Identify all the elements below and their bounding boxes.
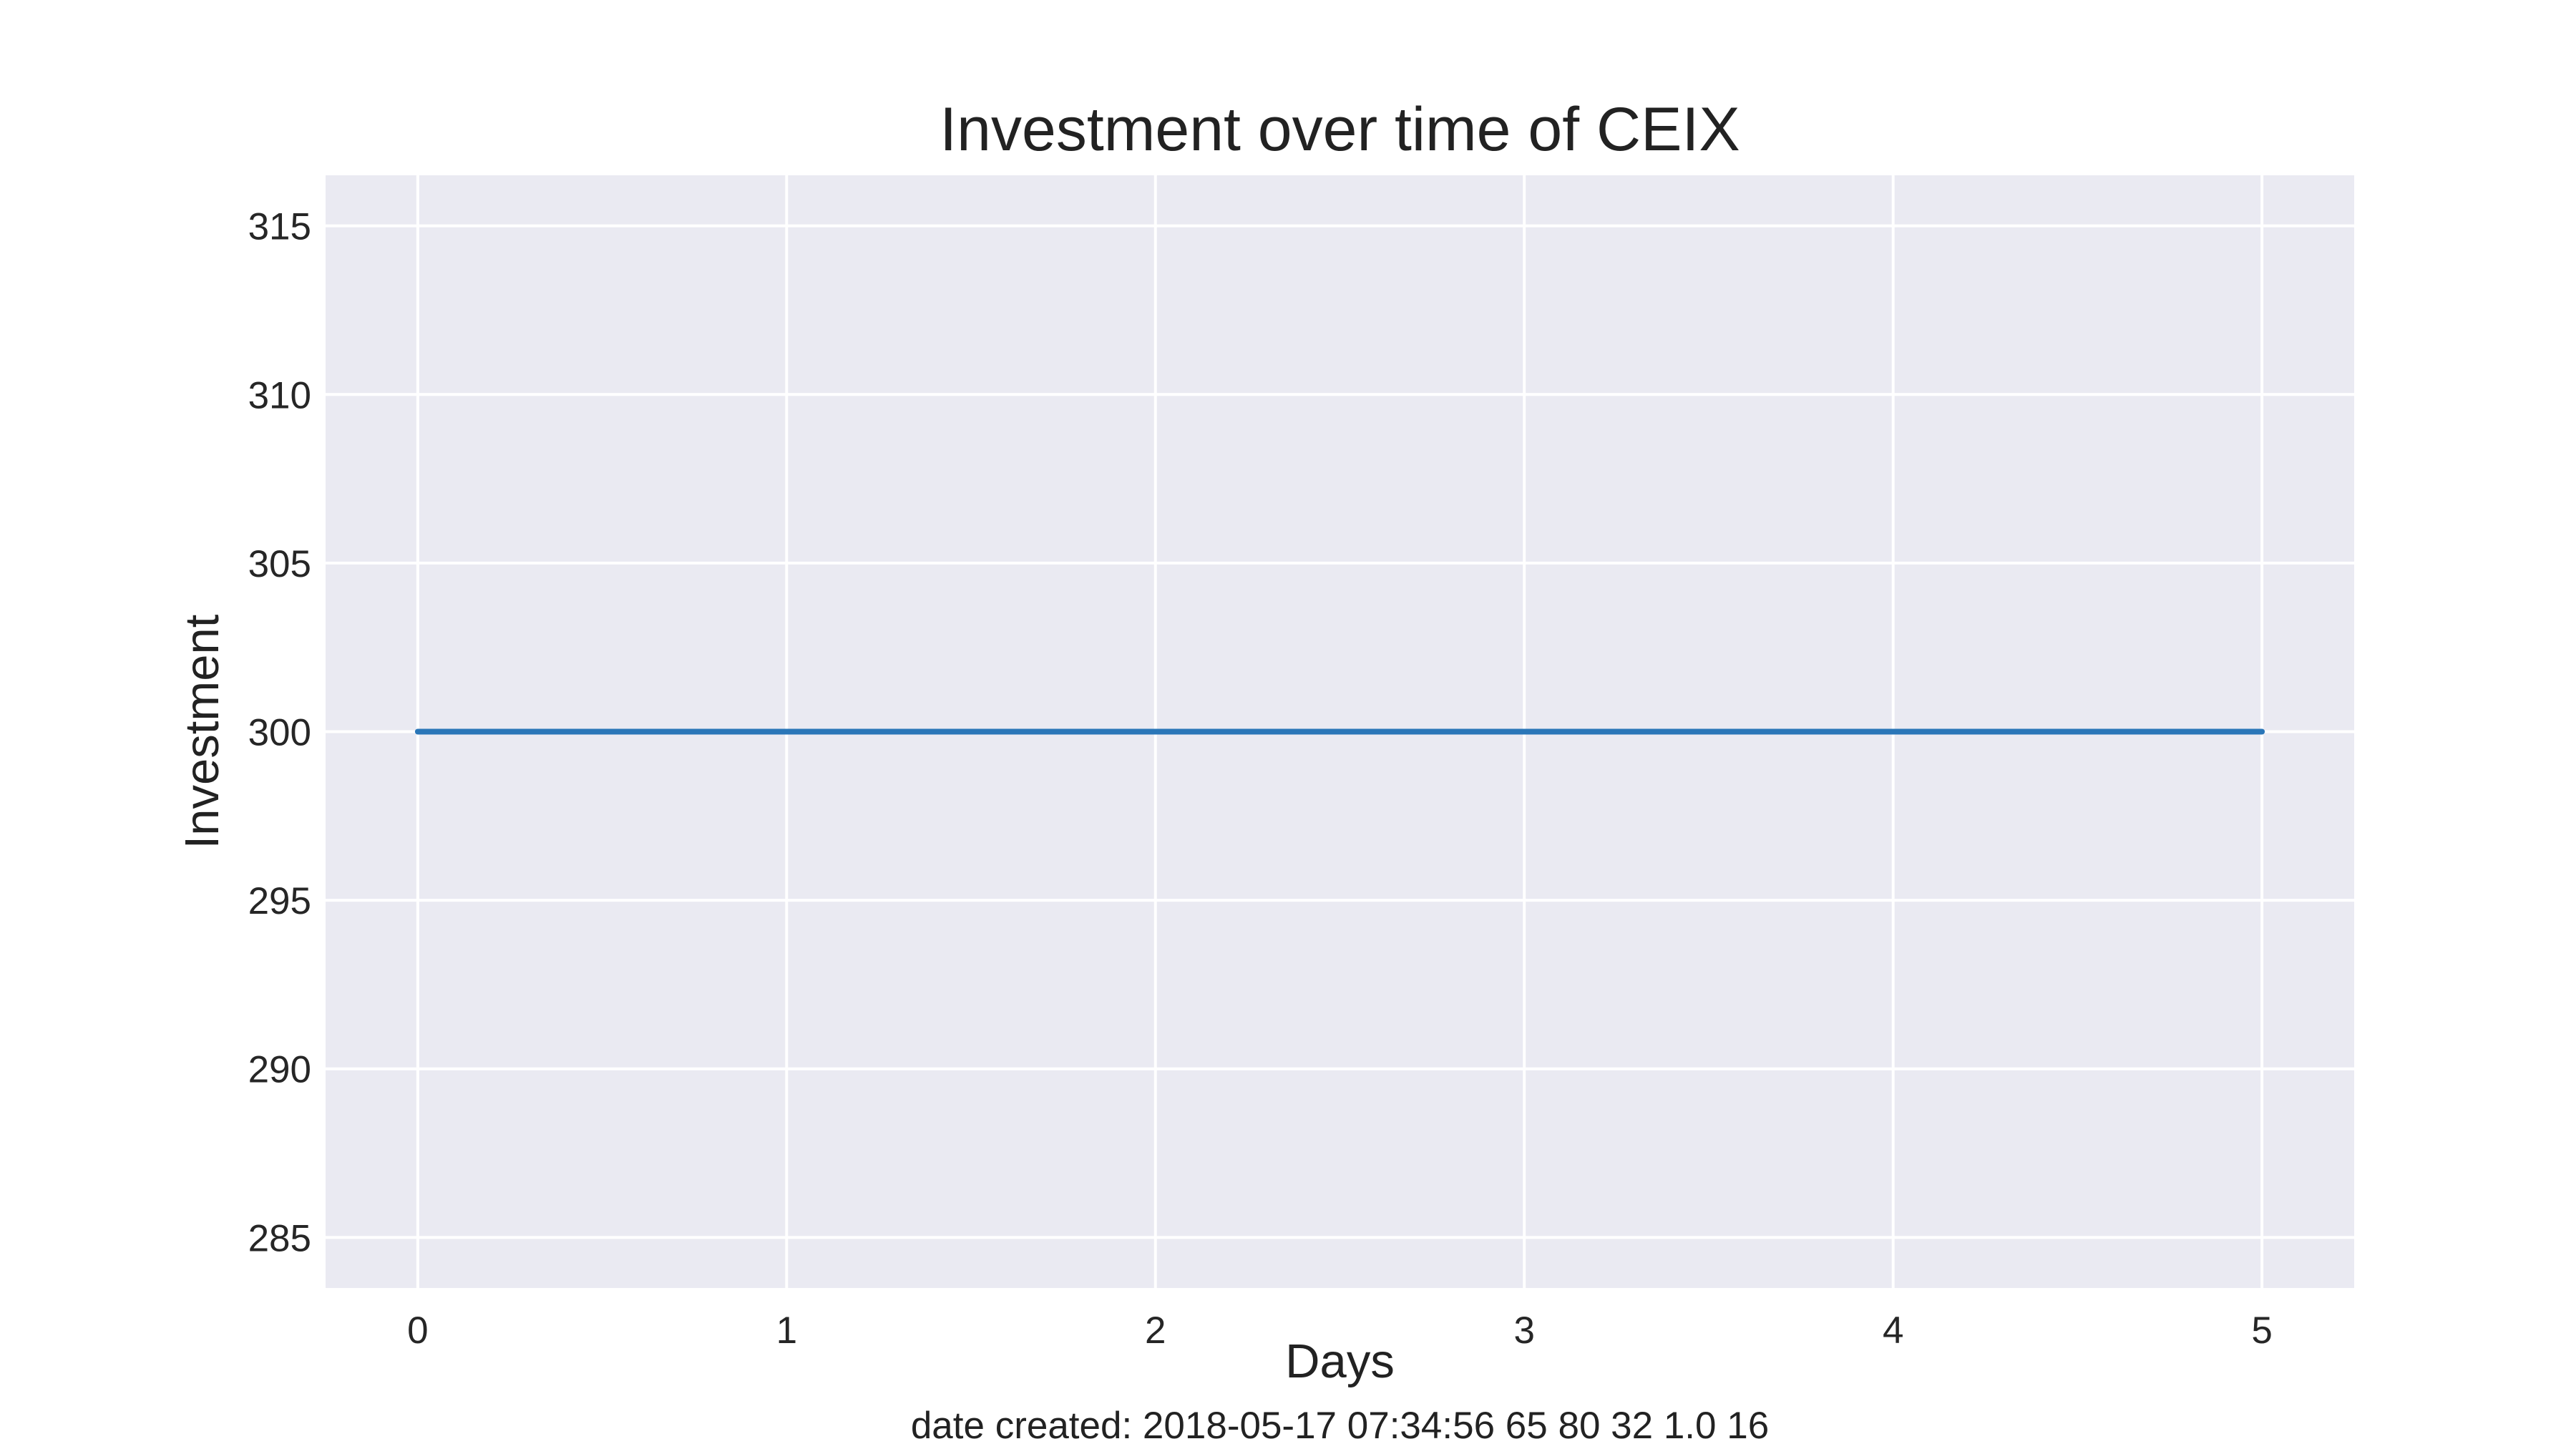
date-created-caption: date created: 2018-05-17 07:34:56 65 80 … <box>911 1405 1769 1447</box>
x-tick-label: 2 <box>1145 1309 1166 1352</box>
tick-labels: 0 1 2 3 4 5 285 290 295 300 305 310 315 <box>248 206 2273 1352</box>
y-tick-label: 305 <box>248 543 311 585</box>
y-tick-label: 315 <box>248 206 311 248</box>
chart-title: Investment over time of CEIX <box>940 95 1740 164</box>
x-tick-label: 4 <box>1883 1309 1903 1352</box>
y-axis-label: Investment <box>175 614 229 849</box>
y-tick-label: 310 <box>248 374 311 416</box>
x-axis-label: Days <box>1285 1335 1395 1388</box>
x-tick-label: 0 <box>407 1309 428 1352</box>
x-tick-label: 1 <box>776 1309 797 1352</box>
x-tick-label: 5 <box>2251 1309 2272 1352</box>
y-tick-label: 290 <box>248 1049 311 1091</box>
x-tick-label: 3 <box>1513 1309 1534 1352</box>
y-tick-label: 285 <box>248 1217 311 1259</box>
y-tick-label: 300 <box>248 712 311 754</box>
y-tick-label: 295 <box>248 880 311 922</box>
